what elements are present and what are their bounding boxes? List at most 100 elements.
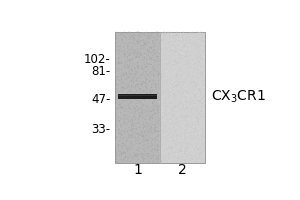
Point [142,41,147,44]
Point [158,152,163,156]
Point [192,62,197,65]
Point [160,46,164,49]
Point [131,76,136,80]
Point [120,78,124,82]
Point [192,87,197,90]
Point [161,104,166,107]
Point [144,30,149,34]
Point [193,125,198,128]
Point [170,35,175,39]
Point [193,139,198,142]
Point [196,38,200,41]
Point [174,74,179,78]
Point [136,56,141,59]
Point [179,90,184,93]
Point [162,60,167,63]
Point [118,68,123,71]
Point [155,117,160,120]
Point [177,52,182,55]
Point [114,101,119,104]
Point [167,53,171,56]
Point [149,63,154,66]
Point [202,122,207,125]
Point [191,60,196,63]
Point [144,138,148,142]
Point [154,127,159,130]
Point [158,84,163,87]
Point [196,94,201,97]
Point [163,120,168,123]
Point [132,49,137,53]
Point [124,39,128,43]
Point [157,39,162,42]
Point [178,77,183,80]
Point [196,62,201,65]
Point [121,88,126,91]
Point [127,30,131,33]
Point [130,76,135,79]
Point [176,141,180,144]
Point [194,102,199,105]
Point [118,99,123,102]
Point [119,74,124,78]
Point [140,144,145,147]
Point [142,80,147,83]
Point [121,117,125,120]
Point [160,121,164,125]
Point [202,158,206,161]
Point [117,132,122,136]
Point [152,74,156,77]
Point [176,72,181,75]
Point [116,88,121,91]
Point [164,75,169,78]
Point [117,111,122,114]
Point [136,135,141,138]
Point [114,151,119,154]
Point [125,67,130,70]
Point [146,73,150,76]
Point [160,58,164,61]
Point [161,154,166,157]
Point [137,56,142,59]
Point [163,35,168,38]
Point [182,134,187,137]
Point [155,73,160,76]
Point [192,88,197,91]
Point [200,129,205,132]
Point [157,100,162,103]
Point [167,72,171,76]
Point [158,45,163,48]
Point [146,50,150,53]
Point [115,158,119,162]
Point [168,89,173,92]
Point [180,115,185,118]
Point [151,101,156,105]
Point [185,38,190,41]
Point [136,158,141,161]
Point [169,35,174,38]
Point [129,46,134,49]
Point [148,59,153,63]
Point [160,128,165,132]
Point [195,110,200,113]
Point [165,46,170,49]
Point [202,93,207,96]
Point [169,113,174,116]
Point [184,52,189,55]
Point [188,95,193,99]
Point [128,36,133,39]
Point [125,86,130,89]
Point [185,61,190,64]
Point [116,55,121,58]
Point [138,116,142,119]
Point [117,126,122,130]
Point [184,146,189,150]
Point [130,105,135,108]
Point [172,60,177,63]
Point [196,76,201,79]
Point [201,37,206,40]
Point [140,54,144,58]
Point [167,151,172,154]
Point [187,39,192,42]
Point [150,147,154,151]
